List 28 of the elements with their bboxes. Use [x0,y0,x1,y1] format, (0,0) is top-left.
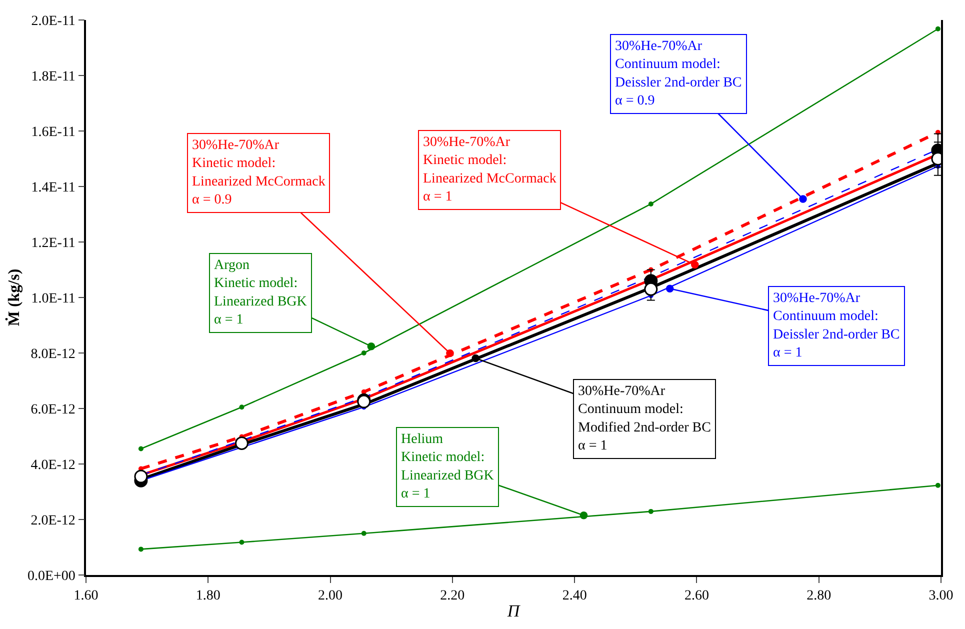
y-tick-label: 4.0E-12 [30,458,76,473]
annotation: 30%He-70%Ar Continuum model: Deissler 2nd-order BC α = 0.9 [615,39,742,109]
annotation: 30%He-70%Ar Continuum model: Modified 2nd-order BC α = 1 [578,384,711,454]
annotation: 30%He-70%Ar Kinetic model: Linearized McCormack α = 0.9 [192,138,326,208]
y-tick-label: 1.8E-11 [31,69,76,84]
y-tick-label: 1.6E-11 [31,124,76,140]
x-tick-label: 2.00 [318,588,343,604]
x-tick-label: 1.60 [74,588,98,604]
annotation: Argon Kinetic model: Linearized BGK α = 1 [214,258,307,328]
x-tick-label: 2.20 [440,588,465,604]
y-tick-label: 2.0E-12 [30,513,76,528]
annotation: 30%He-70%Ar Kinetic model: Linearized McCormack α = 1 [423,135,556,205]
x-tick-label: 3.00 [928,588,954,604]
x-tick-label: 1.80 [196,588,220,604]
x-tick-label: 2.80 [806,588,832,604]
y-tick-label: 1.0E-11 [31,291,76,306]
annotation: Helium Kinetic model: Linearized BGK α = 1 [401,432,494,502]
y-axis-title: Ṁ (kg/s) [4,268,23,326]
y-tick-label: 0.0E+00 [27,568,76,584]
y-tick-label: 2.0E-11 [31,14,76,29]
y-tick-label: 6.0E-12 [30,402,76,418]
y-tick-label: 1.4E-11 [31,180,76,196]
x-axis-title: Π [506,601,522,620]
y-tick-label: 8.0E-12 [30,346,76,362]
annotation: 30%He-70%Ar Continuum model: Deissler 2nd-order BC α = 1 [773,291,900,361]
y-tick-label: 1.2E-11 [31,236,76,251]
x-tick-label: 2.60 [684,588,709,604]
x-tick-label: 2.40 [562,588,587,604]
